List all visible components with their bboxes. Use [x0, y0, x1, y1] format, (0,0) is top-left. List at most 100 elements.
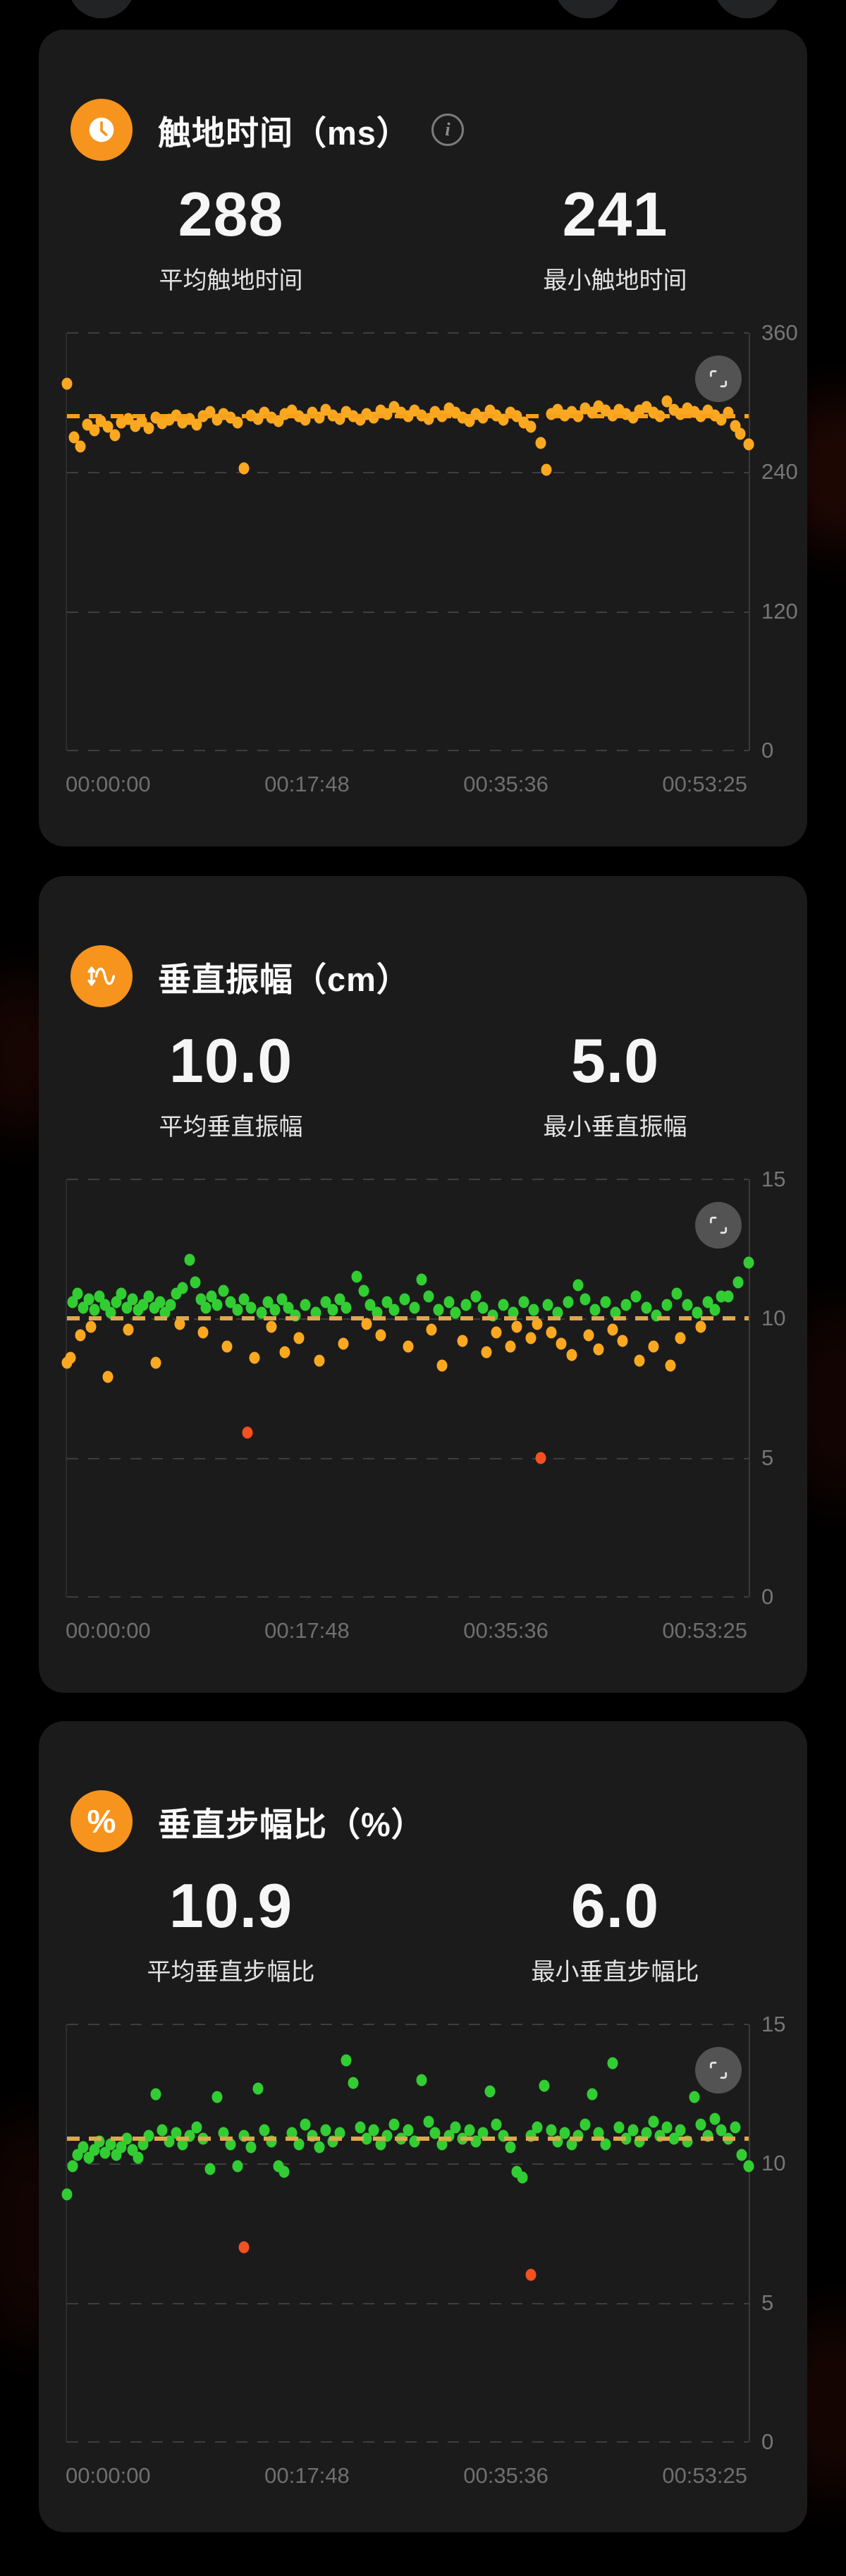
- data-point: [403, 2124, 413, 2137]
- data-point: [566, 2138, 577, 2151]
- data-point: [300, 1299, 311, 1311]
- data-point: [511, 1320, 522, 1333]
- data-point: [692, 1306, 703, 1319]
- data-point: [695, 2118, 706, 2131]
- fullscreen-icon: [709, 370, 728, 388]
- data-point: [364, 1299, 376, 1311]
- top-edge-button-arc: [68, 0, 135, 18]
- data-point: [310, 1306, 321, 1319]
- expand-button[interactable]: [695, 1202, 742, 1248]
- info-icon[interactable]: i: [431, 114, 464, 146]
- stat-label: 平均触地时间: [159, 267, 303, 294]
- data-point: [436, 1359, 448, 1372]
- data-point: [143, 422, 154, 435]
- data-point: [589, 1304, 601, 1316]
- fullscreen-icon: [709, 2061, 728, 2079]
- data-point: [671, 1287, 682, 1300]
- scatter-plot-area[interactable]: [61, 1179, 754, 1598]
- data-point: [665, 1359, 676, 1372]
- data-point: [583, 1329, 594, 1342]
- data-point: [225, 2138, 236, 2151]
- data-point: [484, 2085, 496, 2098]
- average-line: [67, 414, 749, 419]
- metric-card-ground-contact-time: 触地时间（ms） i 288 平均触地时间 241 最小触地时间: [39, 30, 807, 846]
- grid-line: [67, 472, 749, 474]
- data-point: [559, 2127, 570, 2139]
- data-point: [334, 1293, 345, 1306]
- data-point: [409, 1301, 420, 1314]
- data-point: [491, 1326, 502, 1339]
- x-tick-label: 00:53:25: [662, 2463, 747, 2488]
- data-point: [68, 431, 80, 444]
- vertical-amplitude-icon: [70, 945, 133, 1007]
- y-tick-label: 15: [761, 2012, 786, 2036]
- data-point: [75, 1329, 86, 1342]
- card-header: % 垂直步幅比（%）: [70, 1790, 776, 1852]
- grid-line: [67, 750, 749, 751]
- data-point: [212, 1299, 223, 1311]
- scatter-plot-area[interactable]: [61, 2024, 754, 2443]
- expand-button[interactable]: [695, 356, 742, 402]
- stat-minimum: 6.0 最小垂直步幅比: [423, 1875, 807, 1987]
- data-point: [348, 2077, 359, 2089]
- y-tick-label: 240: [761, 459, 798, 485]
- data-point: [190, 1276, 201, 1289]
- data-point: [245, 2141, 257, 2153]
- data-point: [375, 2138, 386, 2151]
- data-point: [525, 2268, 537, 2281]
- data-point: [368, 2124, 379, 2137]
- y-tick-label: 5: [761, 2290, 774, 2315]
- data-point: [607, 2057, 618, 2070]
- data-point: [732, 1276, 744, 1289]
- data-point: [171, 2127, 182, 2139]
- data-point: [157, 2124, 168, 2137]
- data-point: [89, 1304, 100, 1316]
- data-point: [245, 1301, 257, 1314]
- percent-icon: %: [70, 1790, 133, 1852]
- y-tick-label: 360: [761, 320, 798, 345]
- stat-label: 最小垂直步幅比: [531, 1959, 699, 1986]
- data-point: [165, 1299, 176, 1311]
- y-tick-label: 120: [761, 598, 798, 624]
- data-point: [450, 1306, 461, 1319]
- data-point: [85, 1320, 97, 1333]
- y-tick-label: 0: [761, 2429, 774, 2454]
- data-point: [232, 416, 243, 429]
- data-point: [730, 2121, 741, 2134]
- data-point: [293, 2138, 305, 2151]
- data-point: [563, 1296, 574, 1308]
- data-point: [450, 2121, 461, 2134]
- scatter-plot-area[interactable]: [61, 332, 754, 751]
- data-point: [572, 1279, 584, 1292]
- expand-button[interactable]: [695, 2047, 742, 2094]
- data-point: [477, 2127, 489, 2139]
- data-point: [539, 2079, 550, 2092]
- grid-line: [67, 611, 749, 613]
- metric-card-vertical-amplitude: 垂直振幅（cm） 10.0 平均垂直振幅 5.0 最小垂直振幅: [39, 876, 807, 1693]
- data-point: [341, 1301, 352, 1314]
- data-point: [102, 1371, 114, 1383]
- data-point: [238, 2241, 250, 2254]
- data-point: [221, 1340, 233, 1353]
- data-point: [372, 1306, 383, 1319]
- stat-value: 288: [178, 179, 284, 249]
- data-point: [276, 1293, 288, 1306]
- card-title: 垂直步幅比（%）: [158, 1805, 425, 1843]
- data-point: [546, 1326, 557, 1339]
- data-point: [535, 1452, 546, 1464]
- data-point: [355, 2121, 366, 2134]
- data-point: [600, 2138, 611, 2151]
- data-point: [695, 1320, 706, 1333]
- grid-line: [67, 1457, 749, 1459]
- data-point: [361, 1318, 372, 1330]
- y-tick-label: 15: [761, 1167, 786, 1191]
- average-line: [67, 1316, 749, 1321]
- data-point: [218, 2127, 229, 2139]
- grid-line: [67, 2024, 749, 2025]
- stat-average: 10.9 平均垂直步幅比: [39, 1875, 423, 1987]
- data-point: [634, 1354, 645, 1367]
- data-point: [610, 1306, 621, 1319]
- data-point: [525, 1332, 537, 1344]
- data-point: [682, 1299, 693, 1311]
- data-point: [105, 2138, 116, 2151]
